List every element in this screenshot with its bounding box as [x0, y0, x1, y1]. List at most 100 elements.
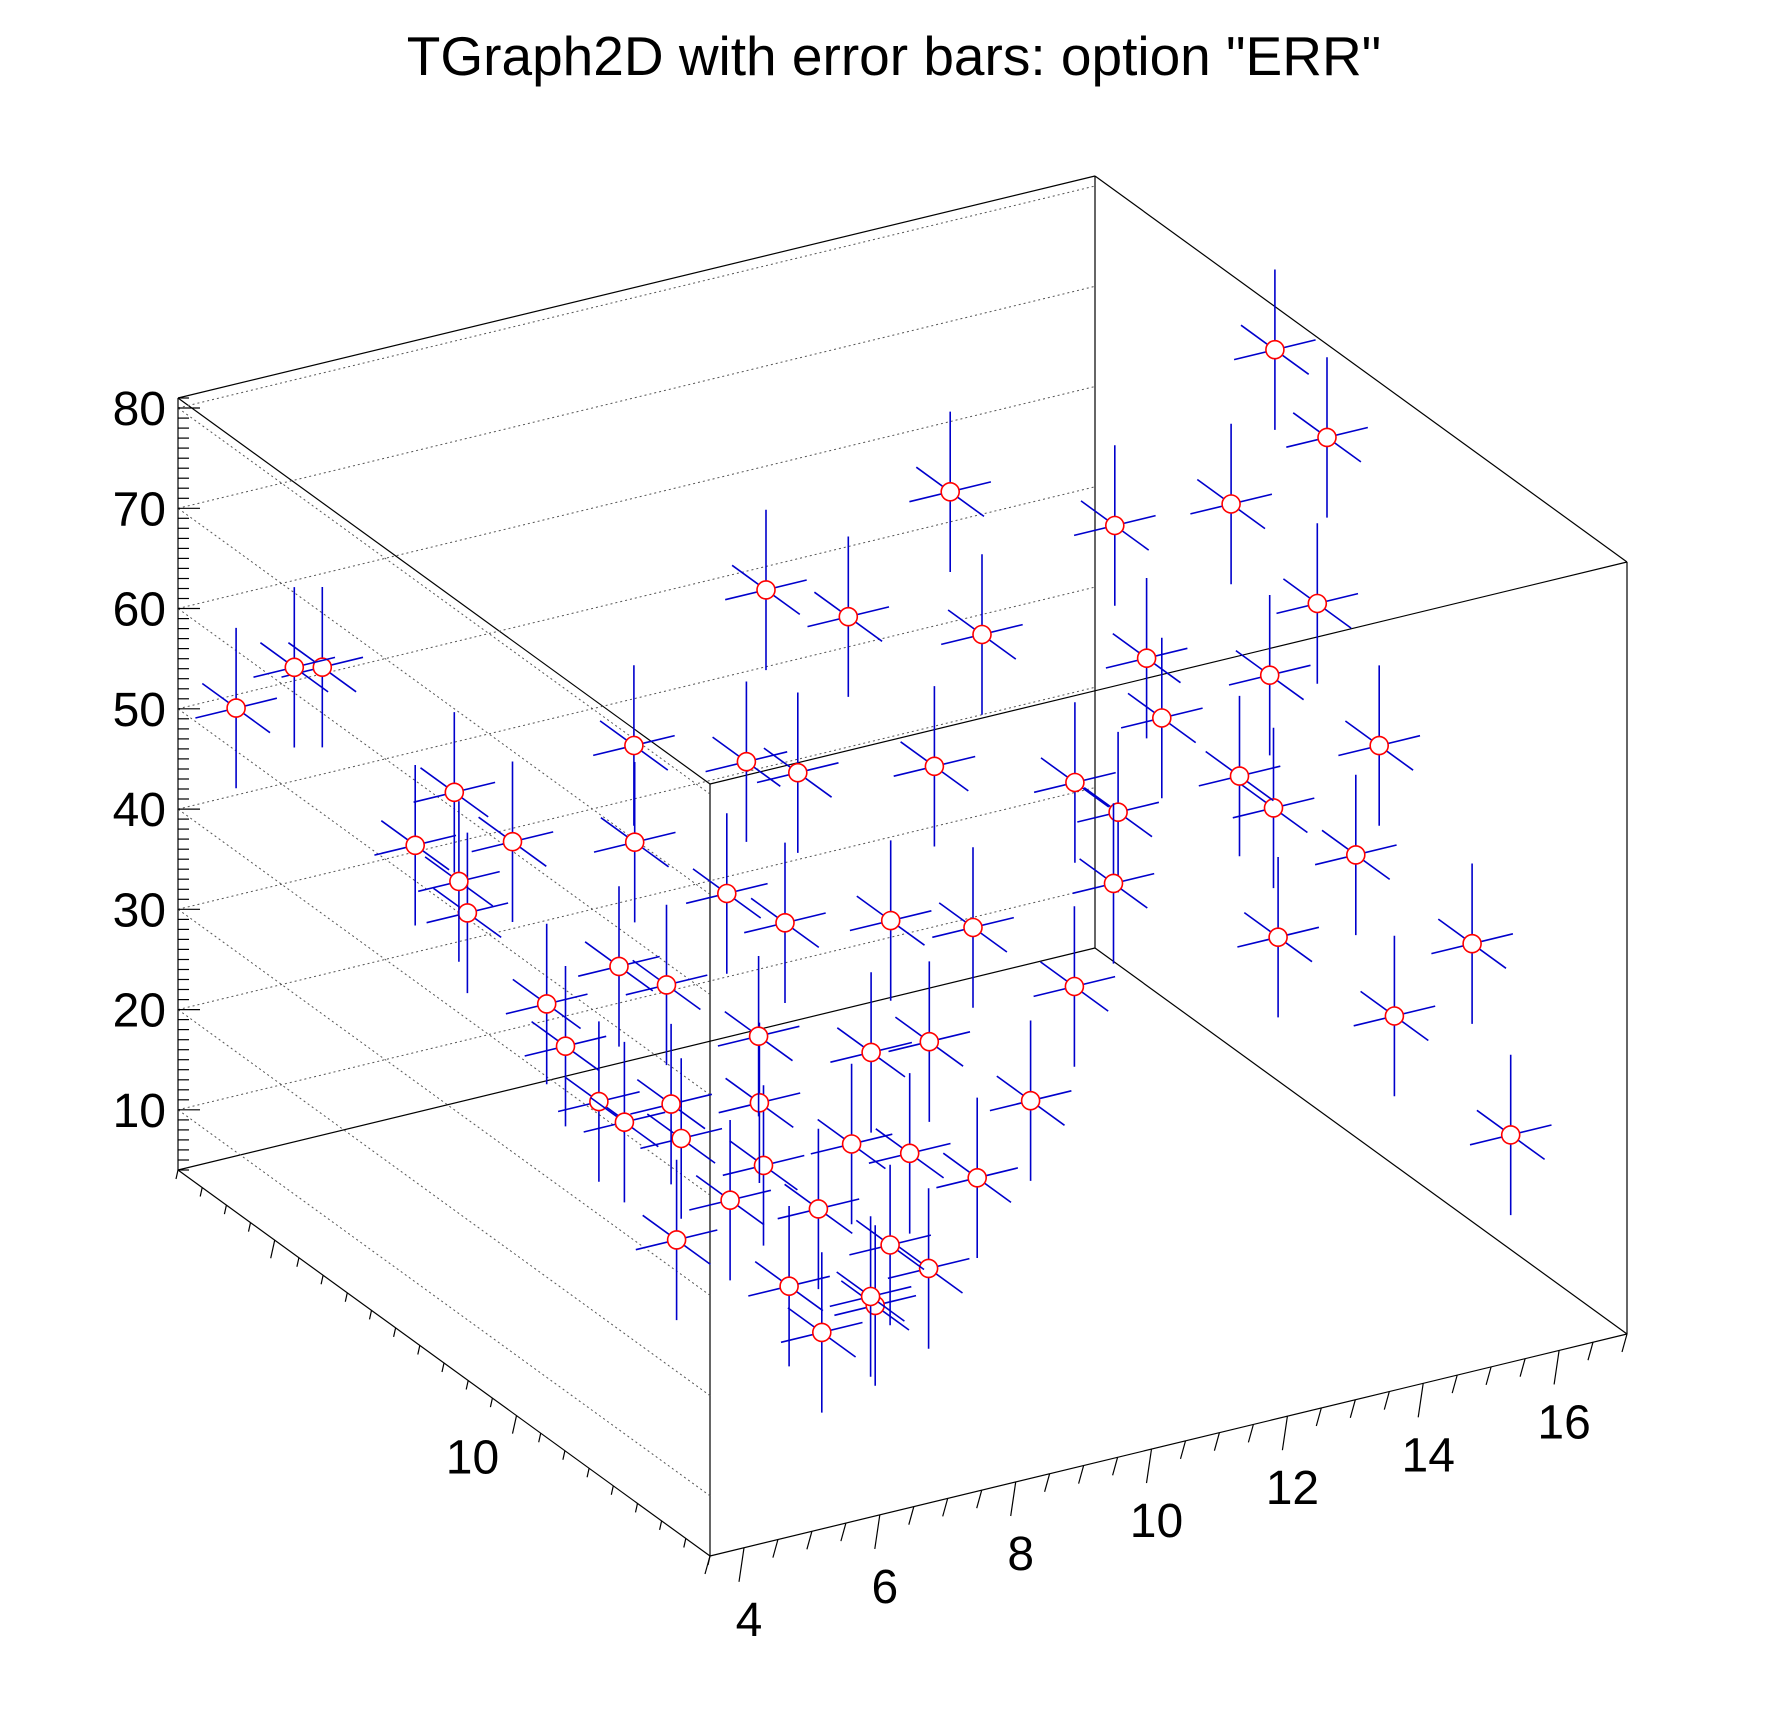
- data-point: [505, 923, 588, 1085]
- data-marker: [614, 1112, 635, 1132]
- x-tick: [1179, 1440, 1187, 1460]
- frame-edge: [1094, 947, 1628, 1335]
- data-point: [936, 1097, 1019, 1258]
- data-point: [756, 692, 839, 853]
- z-gridline: [177, 407, 711, 795]
- y-tick: [465, 1380, 469, 1390]
- data-point: [578, 886, 660, 1047]
- data-marker: [860, 1286, 881, 1307]
- y-tick: [270, 1240, 276, 1259]
- y-tick: [634, 1503, 639, 1513]
- x-tick: [1349, 1399, 1356, 1418]
- data-marker: [1369, 735, 1389, 756]
- x-tick: [908, 1506, 915, 1525]
- data-point: [253, 587, 336, 748]
- x-tick-label: 4: [736, 1594, 763, 1647]
- y-tick: [223, 1204, 227, 1215]
- data-marker: [861, 1042, 881, 1063]
- data-point: [1232, 727, 1315, 889]
- frame-edge: [709, 1333, 1628, 1557]
- frame-edge: [177, 947, 1096, 1171]
- data-point: [849, 840, 932, 1001]
- x-tick: [1112, 1457, 1119, 1476]
- y-tick: [707, 1555, 711, 1566]
- data-marker: [756, 580, 776, 600]
- x-tick: [1621, 1333, 1628, 1353]
- data-marker: [1259, 665, 1280, 686]
- data-marker: [284, 657, 305, 678]
- y-tick: [683, 1538, 687, 1548]
- data-marker: [880, 910, 901, 931]
- data-marker: [1307, 593, 1328, 614]
- data-marker: [656, 975, 677, 995]
- data-point: [1077, 731, 1160, 893]
- data-points: [195, 269, 1552, 1413]
- data-marker: [749, 1093, 770, 1113]
- data-marker: [1265, 339, 1285, 360]
- data-marker: [1221, 494, 1241, 514]
- data-marker: [1384, 1006, 1405, 1026]
- data-point: [932, 847, 1014, 1008]
- y-tick: [562, 1450, 566, 1460]
- data-point: [718, 1022, 801, 1183]
- data-point: [1072, 803, 1155, 964]
- data-marker: [899, 1143, 920, 1164]
- data-marker: [736, 751, 757, 772]
- data-point: [1033, 702, 1116, 863]
- frame-edge: [1094, 175, 1628, 563]
- data-marker: [753, 1155, 774, 1176]
- data-marker: [811, 1322, 832, 1343]
- data-marker: [312, 657, 333, 678]
- x-tick: [874, 1514, 881, 1549]
- data-marker: [963, 917, 983, 938]
- data-point: [583, 1041, 666, 1203]
- data-point: [868, 1073, 951, 1234]
- z-tick-label: 70: [113, 483, 166, 536]
- data-marker: [748, 1026, 769, 1046]
- data-marker: [841, 1134, 862, 1154]
- data-marker: [624, 832, 645, 853]
- x-tick: [772, 1539, 779, 1558]
- x-tick: [1553, 1350, 1560, 1385]
- data-marker: [1152, 708, 1172, 728]
- z-gridline: [177, 386, 1096, 609]
- x-tick: [1451, 1374, 1458, 1394]
- data-point: [1276, 523, 1359, 684]
- x-tick: [1044, 1473, 1051, 1492]
- data-marker: [967, 1168, 988, 1188]
- data-point: [1469, 1054, 1552, 1216]
- data-point: [1120, 637, 1203, 799]
- data-marker: [1462, 933, 1482, 954]
- data-marker: [1108, 802, 1128, 823]
- data-point: [1338, 665, 1421, 826]
- data-marker: [1065, 772, 1085, 793]
- data-point: [1237, 857, 1320, 1018]
- x-tick: [1010, 1481, 1017, 1517]
- data-point: [689, 1120, 772, 1281]
- y-tick: [296, 1257, 300, 1267]
- data-point: [807, 536, 890, 697]
- x-tick: [1587, 1342, 1594, 1361]
- data-point: [418, 801, 500, 962]
- data-marker: [838, 606, 859, 627]
- y-tick: [489, 1397, 493, 1408]
- data-point: [744, 842, 826, 1003]
- z-tick-label: 20: [113, 985, 166, 1038]
- x-tick: [1383, 1391, 1390, 1410]
- data-marker: [666, 1230, 687, 1250]
- data-point: [810, 1063, 893, 1225]
- data-marker: [555, 1036, 576, 1056]
- z-gridline: [177, 908, 711, 1296]
- data-marker: [1229, 766, 1250, 786]
- x-tick: [1315, 1407, 1322, 1427]
- data-marker: [918, 1258, 939, 1279]
- z-tick-label: 60: [113, 584, 166, 637]
- data-point: [471, 761, 554, 922]
- frame-edge: [177, 397, 711, 785]
- z-tick-label: 40: [113, 784, 166, 837]
- z-gridline: [177, 787, 1096, 1011]
- data-marker: [1103, 873, 1124, 894]
- data-point: [829, 1216, 912, 1377]
- z-gridlines: [177, 185, 1096, 1497]
